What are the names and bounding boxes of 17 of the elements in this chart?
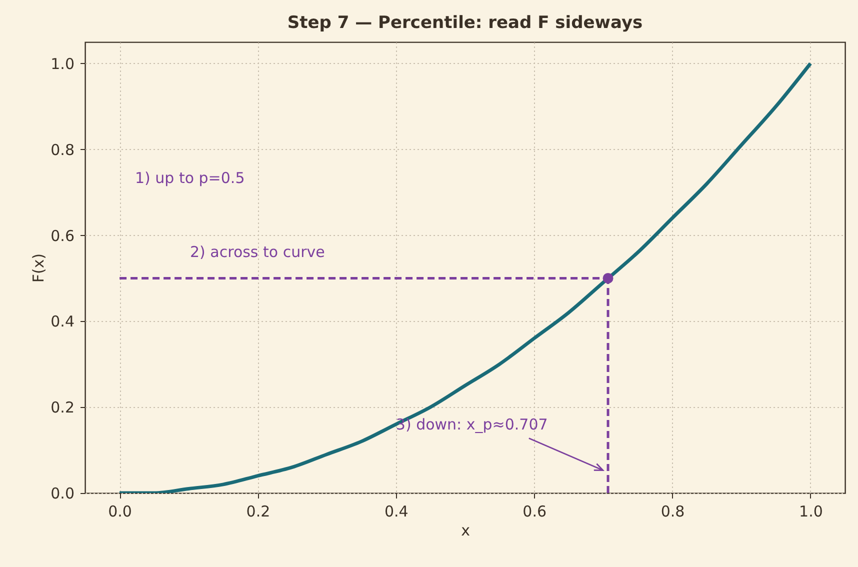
x-tick-label: 1.0 xyxy=(799,502,823,520)
annotation: 1) up to p=0.5 xyxy=(135,169,245,187)
x-tick-label: 0.2 xyxy=(246,502,270,520)
y-tick-label: 0.6 xyxy=(50,226,74,245)
x-tick-label: 0.4 xyxy=(384,502,408,520)
chart-title: Step 7 — Percentile: read F sideways xyxy=(287,13,643,33)
y-axis-title: F(x) xyxy=(30,253,48,283)
annotation: 2) across to curve xyxy=(190,243,325,261)
y-tick-label: 0.8 xyxy=(50,140,74,159)
x-tick-label: 0.6 xyxy=(522,502,547,520)
x-axis-title: x xyxy=(461,522,470,540)
y-tick-label: 0.2 xyxy=(50,398,74,417)
y-tick-label: 0.4 xyxy=(50,312,74,331)
y-tick-label: 0.0 xyxy=(50,484,74,502)
y-tick-label: 1.0 xyxy=(50,54,74,73)
x-tick-label: 0.0 xyxy=(108,502,132,520)
x-tick-label: 0.8 xyxy=(660,502,685,520)
